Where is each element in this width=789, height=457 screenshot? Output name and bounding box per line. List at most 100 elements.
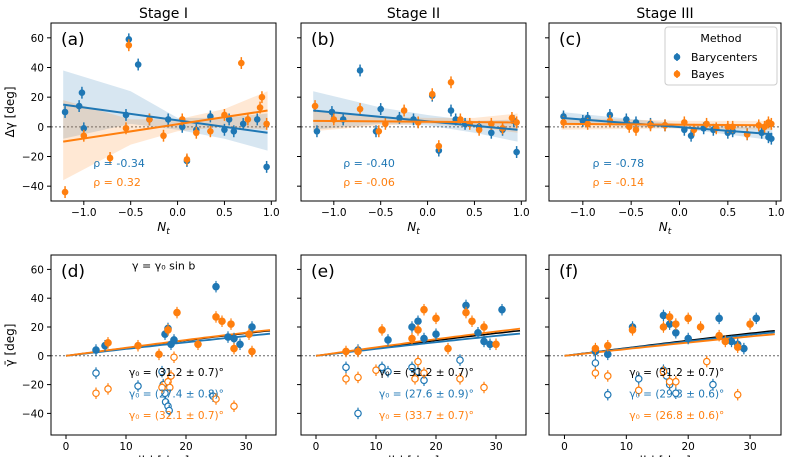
blue-filled-point — [170, 336, 178, 344]
column-title-3: Stage III — [636, 6, 693, 22]
legend-item: Bayes — [691, 68, 725, 81]
orange-point — [263, 120, 270, 128]
orange-open-point — [167, 372, 175, 380]
panel-frame — [548, 22, 782, 202]
legend-box — [664, 26, 778, 86]
panel-label: (d) — [61, 262, 85, 282]
blue-filled-point — [432, 330, 440, 339]
panel-label: (a) — [61, 30, 85, 50]
orange-filled-point — [603, 341, 612, 350]
panel-e: γ₀ = (31.2 ± 0.7)° γ₀ = (27.6 ± 0.9)° γ₀ =… — [297, 254, 527, 457]
panel-a: ρ = -0.34 ρ = 0.32 (a) −1.0 −0.5 0.0 0.5 1.0 −40… — [3, 22, 280, 237]
x-axis-label-subscript: t — [166, 227, 170, 237]
orange-filled-point — [721, 337, 730, 346]
x-tick-label: −1.0 — [570, 207, 596, 219]
panel-plot-area — [301, 64, 526, 158]
orange-point — [428, 90, 436, 98]
x-axis-label: |b| [deg] — [388, 454, 440, 457]
x-tick-label: 0.5 — [216, 207, 233, 219]
x-axis-label: Nt — [157, 220, 170, 237]
orange-confidence-band — [63, 91, 268, 181]
y-tick-label: 0 — [37, 351, 44, 363]
orange-open-point — [603, 372, 612, 380]
orange-filled-point — [444, 344, 452, 353]
blue-open-point — [384, 367, 392, 376]
blue-point — [239, 120, 247, 128]
blue-point — [768, 135, 775, 142]
x-tick-label: 0.5 — [719, 207, 736, 219]
orange-open-point — [414, 357, 422, 366]
orange-open-point — [372, 366, 380, 375]
panel-plot-area — [549, 109, 781, 145]
orange-point — [160, 132, 167, 140]
orange-point — [193, 129, 200, 137]
orange-filled-point — [104, 339, 112, 347]
blue-point — [356, 67, 364, 74]
x-axis-label-base: N — [659, 220, 668, 234]
orange-open-point — [659, 367, 668, 376]
x-axis-label-subscript: t — [416, 227, 420, 237]
legend-item: Barycenters — [691, 51, 758, 64]
blue-open-point — [591, 359, 600, 367]
blue-open-point — [378, 363, 386, 372]
x-tick-label: 20 — [682, 441, 695, 453]
x-tick-label: −0.5 — [368, 207, 394, 219]
x-tick-label: 0 — [561, 441, 568, 453]
blue-open-point — [158, 367, 166, 376]
orange-open-point — [702, 357, 711, 366]
blue-open-point — [134, 382, 142, 390]
x-tick-label: 0.0 — [169, 207, 186, 219]
orange-filled-point — [696, 323, 705, 331]
x-tick-label: 1.0 — [513, 207, 530, 219]
orange-filled-point — [462, 308, 470, 317]
blue-open-point — [342, 363, 350, 372]
blue-point — [513, 148, 520, 156]
orange-point — [400, 107, 408, 114]
x-tick-label: 10 — [119, 441, 132, 453]
x-tick-label: 0 — [313, 441, 320, 453]
orange-open-point — [92, 389, 100, 398]
orange-filled-point — [227, 320, 235, 328]
blue-filled-point — [408, 323, 416, 331]
blue-open-point — [603, 390, 612, 399]
blue-filled-point — [752, 314, 761, 323]
blue-point — [447, 107, 455, 114]
x-tick-label: −1.0 — [71, 207, 97, 219]
orange-filled-point — [408, 334, 416, 343]
orange-open-point — [733, 390, 742, 399]
blue-filled-point — [480, 337, 488, 346]
blue-filled-point — [740, 344, 748, 353]
blue-filled-point — [498, 305, 506, 314]
orange-point — [356, 105, 364, 113]
orange-point — [447, 79, 455, 86]
orange-fit-line — [561, 122, 773, 127]
panel-d: γ₀ = (31.2 ± 0.7)° γ₀ = (27.4 ± 0.8)° γ₀ =… — [3, 254, 277, 457]
x-tick-label: 20 — [429, 441, 442, 453]
blue-filled-point — [212, 282, 220, 291]
orange-open-point — [480, 383, 488, 392]
model-curve-orange — [564, 333, 775, 357]
x-axis-label-base: N — [157, 220, 166, 234]
blue-point — [313, 127, 321, 135]
orange-filled-point — [378, 326, 386, 334]
orange-open-point — [342, 375, 350, 383]
orange-point — [238, 59, 245, 67]
blue-point — [606, 111, 614, 119]
rho-blue-label: ρ = -0.40 — [343, 157, 395, 170]
panel-c: ρ = -0.78 ρ = -0.14 (c) −1.0 −0.5 0.0 0.5 1.0 Nt — [545, 22, 785, 237]
blue-point — [221, 126, 228, 134]
orange-fit-line — [63, 109, 268, 143]
y-tick-label: 0 — [37, 122, 44, 134]
gamma0-black-label: γ₀ = (31.2 ± 0.7)° — [629, 367, 724, 379]
blue-point — [230, 127, 238, 135]
gamma0-blue-label: γ₀ = (27.6 ± 0.9)° — [379, 389, 474, 401]
rho-blue-label: ρ = -0.78 — [593, 157, 645, 170]
blue-filled-point — [684, 334, 693, 343]
orange-point — [183, 156, 191, 163]
orange-filled-point — [628, 326, 637, 334]
y-tick-label: 20 — [31, 322, 44, 334]
rho-orange-label: ρ = 0.32 — [93, 176, 141, 189]
orange-filled-point — [245, 330, 253, 339]
gamma0-blue-label: γ₀ = (29.3 ± 0.6)° — [629, 389, 724, 401]
orange-filled-point — [248, 347, 256, 356]
